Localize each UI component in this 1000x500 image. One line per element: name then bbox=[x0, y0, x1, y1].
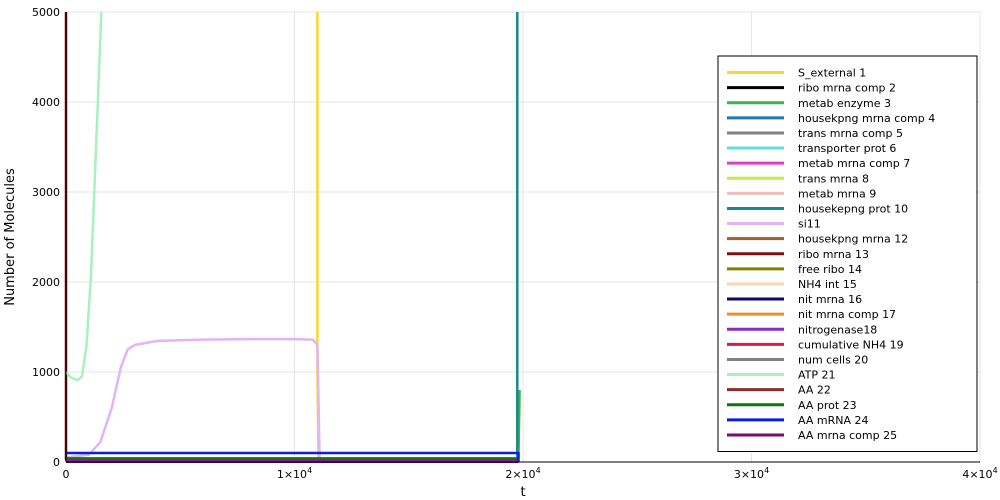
x-tick-base: 3×10 bbox=[734, 468, 764, 481]
legend-label: cumulative NH4 19 bbox=[798, 338, 904, 351]
legend-label: nit mrna 16 bbox=[798, 293, 862, 306]
legend-label: AA mRNA 24 bbox=[798, 414, 868, 427]
series-line-3 bbox=[517, 389, 521, 462]
x-tick-label: 0 bbox=[63, 468, 70, 481]
legend-label: AA prot 23 bbox=[798, 399, 857, 412]
y-tick-label: 2000 bbox=[32, 276, 60, 289]
legend-label: trans mrna comp 5 bbox=[798, 127, 903, 140]
legend-label: housekpng mrna 12 bbox=[798, 233, 908, 246]
legend-label: metab mrna comp 7 bbox=[798, 157, 910, 170]
legend-label: S_external 1 bbox=[798, 67, 866, 80]
y-tick-label: 4000 bbox=[32, 96, 60, 109]
legend-label: NH4 int 15 bbox=[798, 278, 857, 291]
y-tick-label: 3000 bbox=[32, 186, 60, 199]
legend-label: trans mrna 8 bbox=[798, 172, 869, 185]
legend-entry: trans mrna comp 5 bbox=[727, 127, 903, 140]
x-axis-title: t bbox=[520, 485, 525, 500]
legend-entry: ribo mrna 13 bbox=[727, 248, 869, 261]
y-axis-title: Number of Molecules bbox=[3, 168, 18, 306]
x-tick-label: 2×104 bbox=[505, 466, 540, 481]
legend-label: ribo mrna 13 bbox=[798, 248, 869, 261]
legend-entry: free ribo 14 bbox=[727, 263, 862, 276]
x-tick-base: 2×10 bbox=[505, 468, 535, 481]
legend-label: num cells 20 bbox=[798, 353, 868, 366]
legend-label: metab mrna 9 bbox=[798, 187, 876, 200]
series-lines bbox=[64, 11, 521, 464]
x-tick-label: 3×104 bbox=[734, 466, 769, 481]
legend-label: AA mrna comp 25 bbox=[798, 429, 897, 442]
legend-label: AA 22 bbox=[798, 384, 831, 397]
legend-entry: AA mRNA 24 bbox=[727, 414, 868, 427]
legend-entry: nit mrna 16 bbox=[727, 293, 862, 306]
legend-entry: NH4 int 15 bbox=[727, 278, 857, 291]
legend-entry: si11 bbox=[727, 218, 821, 231]
x-tick-base: 0 bbox=[63, 468, 70, 481]
legend-entry: S_external 1 bbox=[727, 67, 866, 80]
series-line-24 bbox=[66, 451, 520, 462]
series-line-21 bbox=[65, 11, 103, 382]
legend-label: nitrogenase18 bbox=[798, 323, 877, 336]
y-tick-label: 5000 bbox=[32, 6, 60, 19]
x-tick-base: 4×10 bbox=[962, 468, 992, 481]
legend-label: ribo mrna comp 2 bbox=[798, 82, 896, 95]
y-tick-label: 0 bbox=[53, 456, 60, 469]
legend-label: metab enzyme 3 bbox=[798, 97, 891, 110]
legend-entry: ATP 21 bbox=[727, 369, 836, 382]
x-tick-base: 1×10 bbox=[277, 468, 307, 481]
series-line-11 bbox=[65, 337, 322, 462]
legend-entry: cumulative NH4 19 bbox=[727, 338, 904, 351]
axes bbox=[65, 12, 980, 463]
legend-label: free ribo 14 bbox=[798, 263, 862, 276]
legend-entry: num cells 20 bbox=[727, 353, 868, 366]
legend-entry: AA mrna comp 25 bbox=[727, 429, 897, 442]
legend-label: nit mrna comp 17 bbox=[798, 308, 896, 321]
legend-entry: metab mrna comp 7 bbox=[727, 157, 910, 170]
y-tick-label: 1000 bbox=[32, 366, 60, 379]
legend-entry: metab mrna 9 bbox=[727, 187, 876, 200]
legend-entry: AA 22 bbox=[727, 384, 831, 397]
series-line-10 bbox=[516, 12, 520, 463]
legend-entry: housekpng mrna 12 bbox=[727, 233, 908, 246]
legend-entry: metab enzyme 3 bbox=[727, 97, 891, 110]
x-tick-label: 4×104 bbox=[962, 466, 997, 481]
legend-entry: ribo mrna comp 2 bbox=[727, 82, 896, 95]
legend-entry: transporter prot 6 bbox=[727, 142, 896, 155]
legend-entry: housekepng prot 10 bbox=[727, 202, 908, 215]
legend-entry: nit mrna comp 17 bbox=[727, 308, 896, 321]
legend-entry: trans mrna 8 bbox=[727, 172, 869, 185]
legend-label: housekepng prot 10 bbox=[798, 202, 908, 215]
legend-entry: nitrogenase18 bbox=[727, 323, 877, 336]
legend-entry: AA prot 23 bbox=[727, 399, 857, 412]
legend-label: si11 bbox=[798, 218, 821, 231]
x-tick-exponent: 4 bbox=[764, 466, 769, 475]
legend-label: ATP 21 bbox=[798, 369, 836, 382]
x-tick-exponent: 4 bbox=[307, 466, 312, 475]
legend-entry: housekpng mrna comp 4 bbox=[727, 112, 935, 125]
legend-label: transporter prot 6 bbox=[798, 142, 896, 155]
legend-label: housekpng mrna comp 4 bbox=[798, 112, 935, 125]
series-line-13 bbox=[64, 12, 519, 461]
x-tick-exponent: 4 bbox=[536, 466, 541, 475]
x-tick-exponent: 4 bbox=[993, 466, 998, 475]
x-tick-label: 1×104 bbox=[277, 466, 312, 481]
legend: S_external 1 ribo mrna comp 2 metab enzyme… bbox=[717, 55, 978, 452]
